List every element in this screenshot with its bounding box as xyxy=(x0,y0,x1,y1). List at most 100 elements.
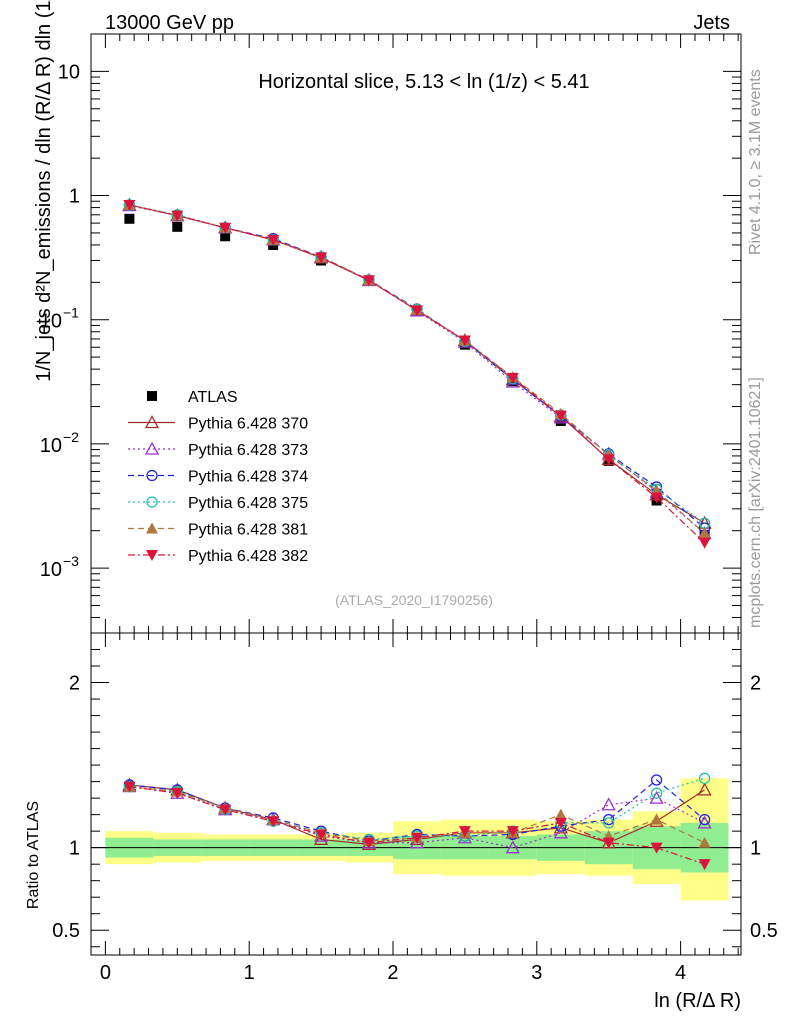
data-point xyxy=(506,372,519,384)
y-tick-label: 10 xyxy=(40,311,62,333)
data-point xyxy=(267,816,280,828)
data-point xyxy=(172,221,183,232)
data-point xyxy=(698,772,711,784)
data-point xyxy=(144,441,160,455)
data-point xyxy=(146,522,158,534)
data-point xyxy=(123,781,136,793)
series-pythia-6-428-382 xyxy=(123,199,711,549)
data-point xyxy=(124,213,135,224)
rivet-version-label: Rivet 4.1.0, ≥ 3.1M events xyxy=(747,69,764,255)
data-point xyxy=(602,454,615,466)
data-point xyxy=(362,837,375,849)
main-y-axis-title-text: 1/N_jets d²N_emissions / dln (R/Δ R) dln… xyxy=(33,0,55,382)
data-point xyxy=(554,410,567,422)
data-point xyxy=(698,836,711,848)
legend-entry: Pythia 6.428 370 xyxy=(128,415,308,433)
data-point xyxy=(601,797,616,811)
ratio-y-tick-label: 1 xyxy=(69,838,80,860)
main-frame xyxy=(90,33,742,634)
data-point xyxy=(411,832,424,844)
ratio-y-tick-label-right: 2 xyxy=(750,673,761,695)
legend-entry: Pythia 6.428 381 xyxy=(128,522,308,539)
data-point xyxy=(698,537,711,549)
data-point xyxy=(553,825,568,839)
legend-label: Pythia 6.428 382 xyxy=(188,548,308,565)
data-point xyxy=(506,826,519,838)
legend-entry: Pythia 6.428 374 xyxy=(128,469,308,486)
legend-entry: ATLAS xyxy=(147,389,238,406)
series-line xyxy=(129,204,706,544)
data-point xyxy=(147,391,157,401)
data-point xyxy=(315,829,328,841)
process-label: Jets xyxy=(693,12,730,34)
data-point xyxy=(650,813,663,825)
y-tick-label: 10 xyxy=(58,61,80,83)
data-point xyxy=(458,335,471,347)
data-point xyxy=(219,804,232,816)
analysis-watermark: (ATLAS_2020_I1790256) xyxy=(335,592,493,608)
data-point xyxy=(554,817,567,829)
x-tick-label: 1 xyxy=(244,962,255,984)
ratio-y-tick-label: 0.5 xyxy=(52,920,80,942)
ratio-y-axis-title: Ratio to ATLAS xyxy=(25,801,42,909)
series-pythia-6-428-373 xyxy=(122,198,712,540)
y-tick-exponent: −3 xyxy=(63,553,79,569)
legend-entry: Pythia 6.428 375 xyxy=(128,495,308,512)
series-pythia-6-428-381 xyxy=(123,198,711,539)
legend-label: Pythia 6.428 373 xyxy=(188,442,308,459)
x-tick-label: 4 xyxy=(675,962,686,984)
data-point xyxy=(554,808,567,820)
legend-label: Pythia 6.428 381 xyxy=(188,522,308,539)
ratio-series-pythia-6-428-382 xyxy=(123,781,711,871)
data-series xyxy=(122,197,712,871)
data-point xyxy=(219,222,232,234)
data-point xyxy=(697,782,712,796)
data-point xyxy=(698,813,711,826)
ratio-frame xyxy=(90,632,742,956)
data-point xyxy=(220,231,231,242)
y-tick-label: 10 xyxy=(40,435,62,457)
data-point xyxy=(458,826,471,838)
legend-label: Pythia 6.428 374 xyxy=(188,469,308,486)
data-point xyxy=(267,234,280,246)
plot-title: Horizontal slice, 5.13 < ln (1/z) < 5.41 xyxy=(258,71,589,93)
ratio-y-tick-label: 2 xyxy=(69,673,80,695)
data-point xyxy=(313,832,329,846)
y-tick-label: 10 xyxy=(40,559,62,581)
mcplots-reference-label: mcplots.cern.ch [arXiv:2401.10621] xyxy=(747,377,764,628)
data-point xyxy=(146,550,158,561)
data-point xyxy=(146,469,158,482)
data-point xyxy=(315,252,328,264)
x-tick-label: 2 xyxy=(387,962,398,984)
data-point xyxy=(650,842,663,854)
data-point xyxy=(603,817,615,829)
ratio-y-tick-label-right: 1 xyxy=(750,838,761,860)
y-tick-exponent: −2 xyxy=(63,429,79,445)
beam-label: 13000 GeV pp xyxy=(105,12,234,34)
series-atlas xyxy=(124,213,710,540)
data-point xyxy=(698,527,711,539)
ratio-y-tick-label-right: 0.5 xyxy=(750,920,778,942)
data-point xyxy=(650,787,663,799)
data-point xyxy=(362,275,375,287)
y-tick-label: 1 xyxy=(69,186,80,208)
data-point xyxy=(698,859,711,871)
data-point xyxy=(144,415,160,429)
data-point xyxy=(171,210,184,222)
data-point xyxy=(650,774,663,786)
x-tick-label: 3 xyxy=(531,962,542,984)
data-point xyxy=(146,496,158,508)
main-y-axis-title: 1/N_jets d²N_emissions / dln (R/Δ R) dln… xyxy=(33,0,55,382)
legend-label: Pythia 6.428 370 xyxy=(188,416,308,433)
x-tick-label: 0 xyxy=(100,962,111,984)
y-tick-exponent: −1 xyxy=(63,305,79,321)
data-point xyxy=(697,815,712,829)
legend-label: ATLAS xyxy=(188,389,238,406)
data-point xyxy=(603,813,615,826)
legend-label: Pythia 6.428 375 xyxy=(188,495,308,512)
legend-entry: Pythia 6.428 373 xyxy=(128,441,308,459)
data-point xyxy=(411,305,424,317)
legend-entry: Pythia 6.428 382 xyxy=(128,548,308,565)
data-point xyxy=(602,837,615,849)
data-point xyxy=(123,199,136,211)
